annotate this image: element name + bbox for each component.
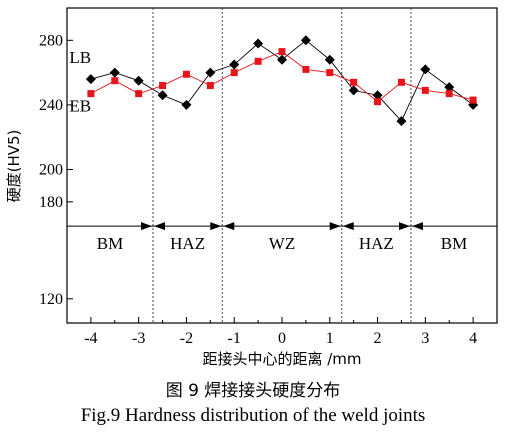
series-label-LB: LB bbox=[69, 48, 91, 67]
data-point-EB bbox=[445, 90, 453, 98]
arrowhead-3 bbox=[223, 222, 235, 231]
arrowhead-6 bbox=[399, 222, 410, 231]
arrowhead-0 bbox=[141, 222, 152, 231]
x-tick-label-6: 2 bbox=[374, 330, 382, 347]
data-point-LB bbox=[324, 54, 335, 65]
data-point-LB bbox=[229, 59, 240, 70]
x-tick-label-2: -2 bbox=[180, 330, 193, 347]
series-label-EB: EB bbox=[69, 96, 91, 115]
y-tick-label-3: 240 bbox=[39, 97, 63, 114]
zone-label-3: HAZ bbox=[359, 234, 394, 253]
data-point-EB bbox=[111, 77, 119, 85]
zone-label-4: BM bbox=[441, 234, 467, 253]
data-point-LB bbox=[300, 35, 311, 46]
arrowhead-1 bbox=[154, 222, 165, 231]
data-point-EB bbox=[302, 65, 310, 73]
zone-labels: BM HAZ WZ HAZ BM bbox=[97, 234, 467, 253]
arrowhead-5 bbox=[342, 222, 354, 231]
y-axis-label: 硬度(HV5) bbox=[5, 130, 23, 203]
data-point-EB bbox=[159, 82, 167, 90]
x-axis-label: 距接头中心的距离 /mm bbox=[202, 350, 361, 368]
zone-boundaries bbox=[152, 8, 412, 323]
data-point-LB bbox=[420, 64, 431, 75]
zone-arrows bbox=[67, 222, 497, 231]
data-point-LB bbox=[157, 90, 168, 101]
data-point-LB bbox=[109, 67, 120, 78]
zone-label-1: HAZ bbox=[170, 234, 205, 253]
data-point-LB bbox=[253, 38, 264, 49]
data-point-EB bbox=[469, 96, 477, 104]
y-tick-label-2: 200 bbox=[39, 162, 63, 179]
data-point-LB bbox=[85, 74, 96, 85]
data-point-EB bbox=[350, 78, 358, 86]
x-tick-label-5: 1 bbox=[326, 330, 334, 347]
data-point-LB bbox=[205, 67, 216, 78]
zone-label-2: WZ bbox=[269, 234, 295, 253]
data-point-LB bbox=[181, 99, 192, 110]
data-point-EB bbox=[374, 98, 382, 106]
y-tick-label-4: 280 bbox=[39, 32, 63, 49]
arrowhead-2 bbox=[210, 222, 222, 231]
data-point-LB bbox=[348, 85, 359, 96]
y-tick-label-1: 180 bbox=[39, 194, 63, 211]
x-tick-label-1: -3 bbox=[132, 330, 145, 347]
figure-caption-chinese: 图 9 焊接接头硬度分布 bbox=[165, 381, 341, 401]
x-axis-ticks: -4 -3 -2 -1 0 1 2 3 4 bbox=[66, 317, 498, 347]
data-point-EB bbox=[278, 48, 286, 56]
x-tick-label-4: 0 bbox=[278, 330, 286, 347]
hardness-chart: BM HAZ WZ HAZ BM -4 -3 -2 -1 0 1 2 3 4 120 180 200 240 2… bbox=[5, 7, 498, 368]
data-point-EB bbox=[254, 57, 262, 65]
series-layer bbox=[85, 35, 479, 127]
data-point-LB bbox=[444, 82, 455, 93]
data-point-LB bbox=[133, 75, 144, 86]
data-point-EB bbox=[326, 69, 334, 77]
y-tick-label-0: 120 bbox=[39, 291, 63, 308]
x-tick-label-0: -4 bbox=[84, 330, 97, 347]
data-point-LB bbox=[372, 90, 383, 101]
data-point-EB bbox=[182, 70, 190, 78]
x-tick-label-8: 4 bbox=[469, 330, 477, 347]
data-point-EB bbox=[87, 90, 95, 98]
series-labels: LB EB bbox=[69, 48, 91, 115]
data-point-EB bbox=[135, 90, 143, 98]
x-tick-label-3: -1 bbox=[228, 330, 241, 347]
data-point-EB bbox=[230, 69, 238, 77]
figure-caption-english: Fig.9 Hardness distribution of the weld … bbox=[80, 405, 426, 426]
zone-label-0: BM bbox=[97, 234, 123, 253]
data-point-EB bbox=[206, 82, 214, 90]
x-tick-label-7: 3 bbox=[421, 330, 429, 347]
data-point-LB bbox=[277, 54, 287, 65]
data-point-LB bbox=[396, 116, 407, 127]
data-point-EB bbox=[421, 86, 429, 94]
y-axis-ticks: 120 180 200 240 280 bbox=[39, 32, 73, 308]
data-point-EB bbox=[397, 78, 405, 86]
arrowhead-7 bbox=[412, 222, 423, 231]
arrowhead-4 bbox=[329, 222, 341, 231]
